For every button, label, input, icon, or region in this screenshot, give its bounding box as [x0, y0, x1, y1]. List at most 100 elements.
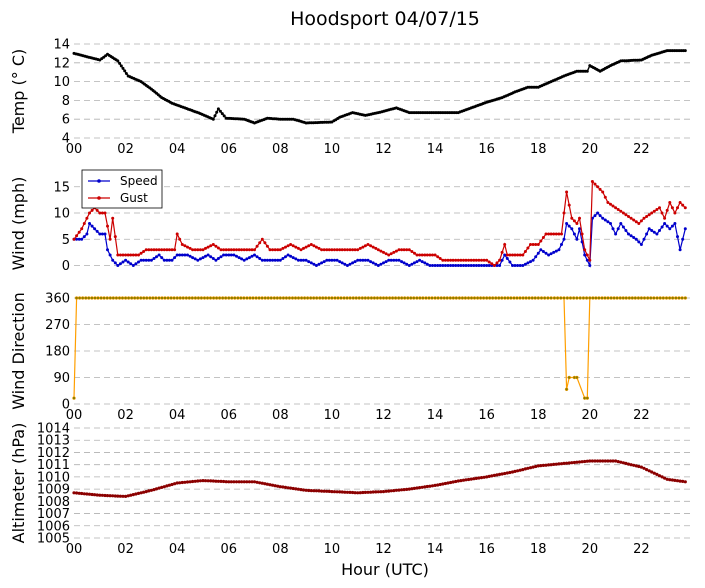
data-point-direction	[230, 296, 234, 300]
data-point-speed	[503, 253, 507, 257]
data-point-direction	[351, 296, 355, 300]
data-point-altimeter	[314, 489, 318, 493]
data-point-altimeter	[459, 479, 463, 483]
data-point-altimeter	[165, 484, 169, 488]
data-point-gust	[652, 209, 656, 213]
y-axis-label: Altimeter (hPa)	[9, 423, 28, 544]
data-point-speed	[681, 237, 685, 241]
data-point-altimeter	[577, 460, 582, 464]
data-point-gust	[598, 187, 602, 191]
data-point-altimeter	[402, 488, 406, 492]
data-point-direction	[552, 296, 557, 300]
data-point-speed	[544, 251, 548, 255]
data-point-altimeter	[456, 479, 460, 483]
data-point-gust	[477, 258, 481, 262]
data-point-gust	[402, 248, 406, 252]
data-point-gust	[198, 248, 202, 252]
y-tick-label: 6	[62, 113, 70, 128]
data-point-direction	[506, 296, 510, 300]
data-point-direction	[567, 375, 571, 380]
data-point-speed	[162, 258, 166, 262]
data-point-direction	[251, 296, 255, 300]
data-point-direction	[314, 296, 319, 300]
data-point-gust	[462, 258, 465, 262]
data-point-speed	[77, 237, 81, 241]
data-point-gust	[487, 260, 491, 264]
data-point-direction	[649, 296, 653, 300]
data-point-altimeter	[652, 471, 656, 475]
data-point-direction	[518, 296, 522, 300]
data-point-altimeter	[397, 488, 401, 492]
x-tick-label: 02	[117, 142, 134, 157]
panel-2: 0 5 10 15 Wind (mph) Speed Gust	[9, 169, 693, 274]
data-point-speed	[652, 230, 656, 234]
data-point-speed	[557, 248, 561, 252]
data-point-altimeter	[229, 480, 233, 484]
data-point-direction	[254, 296, 258, 300]
data-point-speed	[351, 261, 355, 265]
data-point-speed	[412, 261, 416, 265]
data-point-altimeter	[327, 489, 331, 493]
data-point-direction	[142, 296, 146, 300]
data-point-gust	[554, 232, 558, 236]
data-point-altimeter	[361, 490, 365, 495]
data-point-temp	[216, 107, 220, 111]
data-point-altimeter	[178, 481, 182, 485]
data-point-altimeter	[621, 461, 626, 465]
data-point-gust	[611, 204, 615, 208]
data-point-speed	[376, 264, 380, 267]
data-point-gust	[247, 248, 251, 252]
data-point-speed	[191, 256, 195, 260]
data-point-altimeter	[451, 480, 455, 484]
data-point-direction	[375, 296, 380, 300]
data-point-speed	[363, 258, 367, 262]
data-point-speed	[121, 260, 125, 264]
data-point-altimeter	[320, 489, 324, 493]
data-point-speed	[637, 240, 641, 244]
data-point-altimeter	[273, 484, 277, 488]
data-point-altimeter	[384, 489, 388, 493]
data-point-direction	[372, 296, 377, 300]
data-point-speed	[186, 253, 189, 257]
data-point-altimeter	[271, 483, 275, 487]
data-point-altimeter	[487, 474, 491, 478]
data-point-direction	[612, 296, 616, 300]
data-point-altimeter	[198, 479, 202, 483]
data-point-direction	[451, 296, 456, 300]
data-point-gust	[237, 248, 241, 252]
data-point-altimeter	[536, 464, 540, 468]
data-point-altimeter	[596, 459, 600, 463]
data-point-gust	[585, 253, 589, 257]
data-point-gust	[240, 248, 244, 252]
data-point-direction	[615, 296, 619, 300]
data-point-speed	[307, 260, 311, 264]
data-point-direction	[120, 296, 125, 300]
data-point-altimeter	[516, 469, 520, 473]
data-point-direction	[454, 296, 459, 300]
data-point-gust	[165, 248, 169, 252]
data-point-gust	[588, 258, 592, 262]
data-point-gust	[544, 232, 548, 236]
data-point-speed	[464, 264, 468, 267]
data-point-altimeter	[203, 479, 208, 483]
data-point-temp	[118, 61, 122, 65]
data-point-speed	[400, 260, 404, 264]
data-point-speed	[658, 229, 661, 232]
y-axis-label: Temp (° C)	[9, 49, 28, 134]
data-point-gust	[560, 232, 563, 236]
data-point-altimeter	[585, 459, 589, 463]
data-point-speed	[211, 257, 215, 260]
data-point-direction	[363, 296, 368, 300]
data-point-altimeter	[601, 459, 605, 463]
data-point-direction	[584, 296, 589, 300]
data-point-gust	[511, 253, 514, 257]
y-tick-label: 180	[45, 345, 70, 360]
data-point-altimeter	[211, 479, 215, 483]
data-point-speed	[552, 250, 556, 254]
data-point-gust	[317, 246, 321, 250]
data-point-gust	[639, 219, 643, 223]
data-point-gust	[480, 258, 483, 262]
data-point-gust	[681, 203, 685, 207]
data-point-direction	[393, 296, 398, 300]
data-point-gust	[139, 251, 143, 255]
